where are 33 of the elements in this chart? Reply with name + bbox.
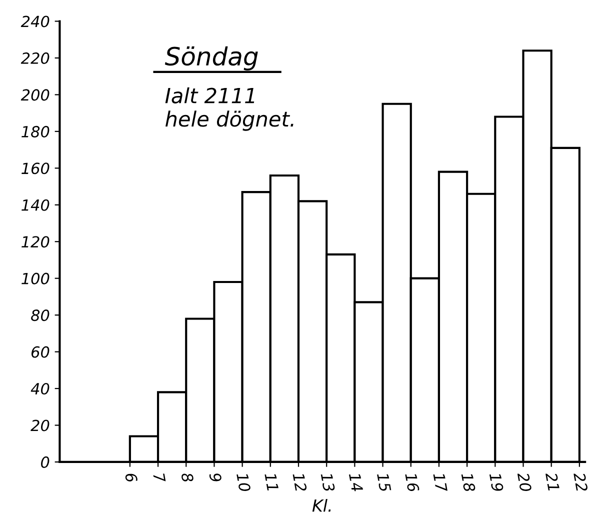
x-axis-title: Kl. [312, 498, 331, 512]
x-tick-label: 15 [376, 472, 392, 492]
text: Söndag [164, 46, 258, 71]
y-tick-label: 20 [30, 420, 50, 432]
y-tick-label: 220 [20, 52, 50, 64]
y-tick-label: 120 [22, 236, 50, 248]
x-tick-label: 14 [348, 472, 364, 492]
y-tick-label: 200 [20, 89, 50, 101]
x-tick-label: 20 [517, 472, 532, 492]
x-tick-label: 8 [181, 472, 194, 483]
y-tick-label: 160 [22, 162, 50, 174]
y-tick-label: 140 [22, 199, 50, 211]
annotation: Ialt 2111 hele dögnet. [165, 87, 294, 131]
x-tick-label: 21 [546, 472, 560, 491]
y-tick-label: 0 [41, 456, 50, 468]
y-tick-label: 60 [32, 346, 50, 358]
x-tick-label: 9 [209, 472, 222, 482]
y-tick-label: 180 [22, 126, 50, 138]
y-tick-label: 240 [20, 16, 50, 28]
x-tick-label: 12 [292, 472, 308, 492]
x-tick-label: 10 [236, 472, 251, 492]
x-tick-label: 6 [124, 472, 138, 483]
x-tick-label: 7 [153, 473, 166, 484]
y-tick-label: 100 [22, 272, 50, 284]
y-tick-label: 80 [31, 310, 50, 322]
x-tick-label: 11 [264, 472, 279, 491]
x-tick-label: 13 [320, 472, 336, 492]
x-tick-label: 22 [574, 472, 588, 492]
x-tick-label: 16 [404, 472, 420, 492]
y-tick-label: 40 [30, 382, 50, 395]
x-tick-label: 18 [461, 472, 476, 492]
x-tick-label: 19 [489, 472, 504, 492]
x-tick-label: 17 [433, 472, 448, 493]
